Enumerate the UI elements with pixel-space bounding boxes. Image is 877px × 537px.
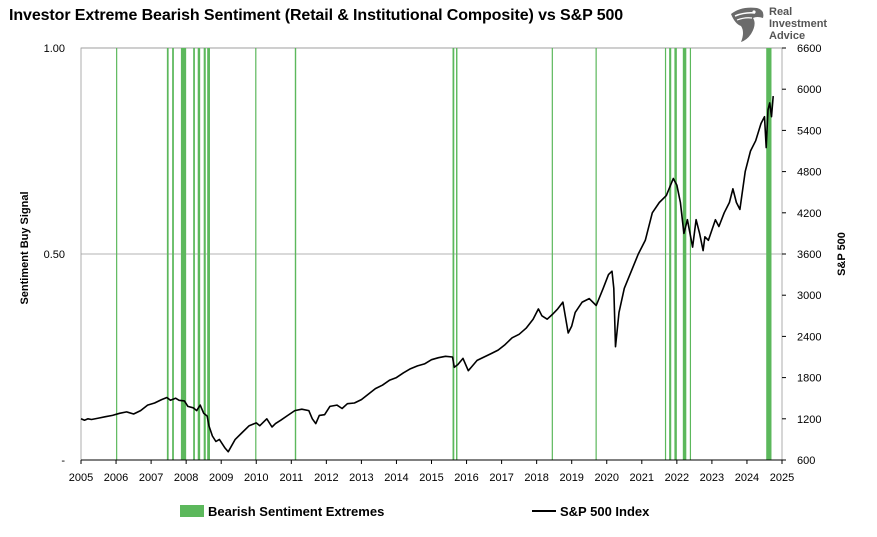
signal-bar	[551, 48, 553, 460]
right-tick-label: 600	[797, 455, 815, 467]
right-tick-label: 4800	[797, 167, 821, 179]
x-tick-label: 2010	[244, 472, 268, 484]
right-tick-label: 1800	[797, 373, 821, 385]
signal-bars-layer	[116, 48, 772, 460]
legend-bar-swatch	[180, 505, 204, 517]
signal-bar	[197, 48, 201, 460]
signal-bar	[452, 48, 455, 460]
left-axis-title: Sentiment Buy Signal	[19, 191, 31, 304]
signal-bar	[255, 48, 257, 460]
signal-bar	[294, 48, 297, 460]
right-tick-label: 1200	[797, 414, 821, 426]
right-tick-label: 3000	[797, 290, 821, 302]
signal-bar	[203, 48, 206, 460]
signal-bar	[172, 48, 174, 460]
sp500-line-layer	[80, 96, 774, 453]
signal-bar	[669, 48, 672, 460]
signal-bar	[595, 48, 597, 460]
left-tick-label: -	[61, 455, 65, 467]
signal-bar	[166, 48, 169, 460]
left-tick-label: 1.00	[44, 43, 65, 55]
axes-layer: 2005 2006 2007 2008 2009 2010 2011 2012 2013 2014…	[44, 43, 822, 484]
right-tick-label: 4200	[797, 208, 821, 220]
logo-line-2: Investment	[769, 18, 828, 30]
signal-bar	[116, 48, 118, 460]
x-tick-label: 2013	[349, 472, 373, 484]
x-tick-label: 2014	[384, 472, 408, 484]
left-tick-label: 0.50	[44, 249, 65, 261]
right-tick-label: 6600	[797, 43, 821, 55]
signal-bar	[689, 48, 692, 460]
logo-line-3: Advice	[769, 30, 806, 42]
x-tick-label: 2024	[735, 472, 759, 484]
x-tick-label: 2007	[139, 472, 163, 484]
right-tick-label: 5400	[797, 125, 821, 137]
x-tick-label: 2021	[630, 472, 654, 484]
right-tick-label: 6000	[797, 84, 821, 96]
legend-line-swatch	[532, 510, 556, 512]
x-tick-label: 2008	[174, 472, 198, 484]
signal-bar	[682, 48, 687, 460]
brand-logo: Real Investment Advice	[727, 4, 867, 46]
signal-bar	[674, 48, 677, 460]
right-tick-label: 3600	[797, 249, 821, 261]
x-tick-label: 2011	[279, 472, 303, 484]
legend-bars: Bearish Sentiment Extremes	[180, 504, 384, 519]
chart-title: Investor Extreme Bearish Sentiment (Reta…	[9, 7, 624, 24]
x-tick-label: 2017	[489, 472, 513, 484]
sp500-line	[80, 96, 774, 453]
logo-line-1: Real	[769, 6, 793, 18]
legend-line: S&P 500 Index	[532, 504, 649, 519]
signal-bar	[456, 48, 458, 460]
x-tick-label: 2025	[770, 472, 794, 484]
signal-bar	[207, 48, 210, 460]
signal-bar	[664, 48, 667, 460]
x-tick-label: 2020	[595, 472, 619, 484]
x-tick-label: 2018	[524, 472, 548, 484]
signal-bar	[180, 48, 187, 460]
x-tick-label: 2006	[104, 472, 128, 484]
eagle-head-icon	[731, 7, 764, 43]
x-tick-label: 2009	[209, 472, 233, 484]
x-tick-label: 2015	[419, 472, 443, 484]
x-tick-label: 2012	[314, 472, 338, 484]
x-tick-label: 2023	[700, 472, 724, 484]
legend-bars-label: Bearish Sentiment Extremes	[208, 504, 385, 519]
right-axis-title: S&P 500	[836, 232, 848, 276]
signal-bar	[193, 48, 195, 460]
right-tick-label: 2400	[797, 331, 821, 343]
x-tick-label: 2016	[454, 472, 478, 484]
legend-line-label: S&P 500 Index	[560, 504, 650, 519]
x-tick-label: 2005	[69, 472, 93, 484]
x-tick-label: 2022	[665, 472, 689, 484]
x-tick-label: 2019	[559, 472, 583, 484]
signal-bar	[766, 48, 772, 460]
